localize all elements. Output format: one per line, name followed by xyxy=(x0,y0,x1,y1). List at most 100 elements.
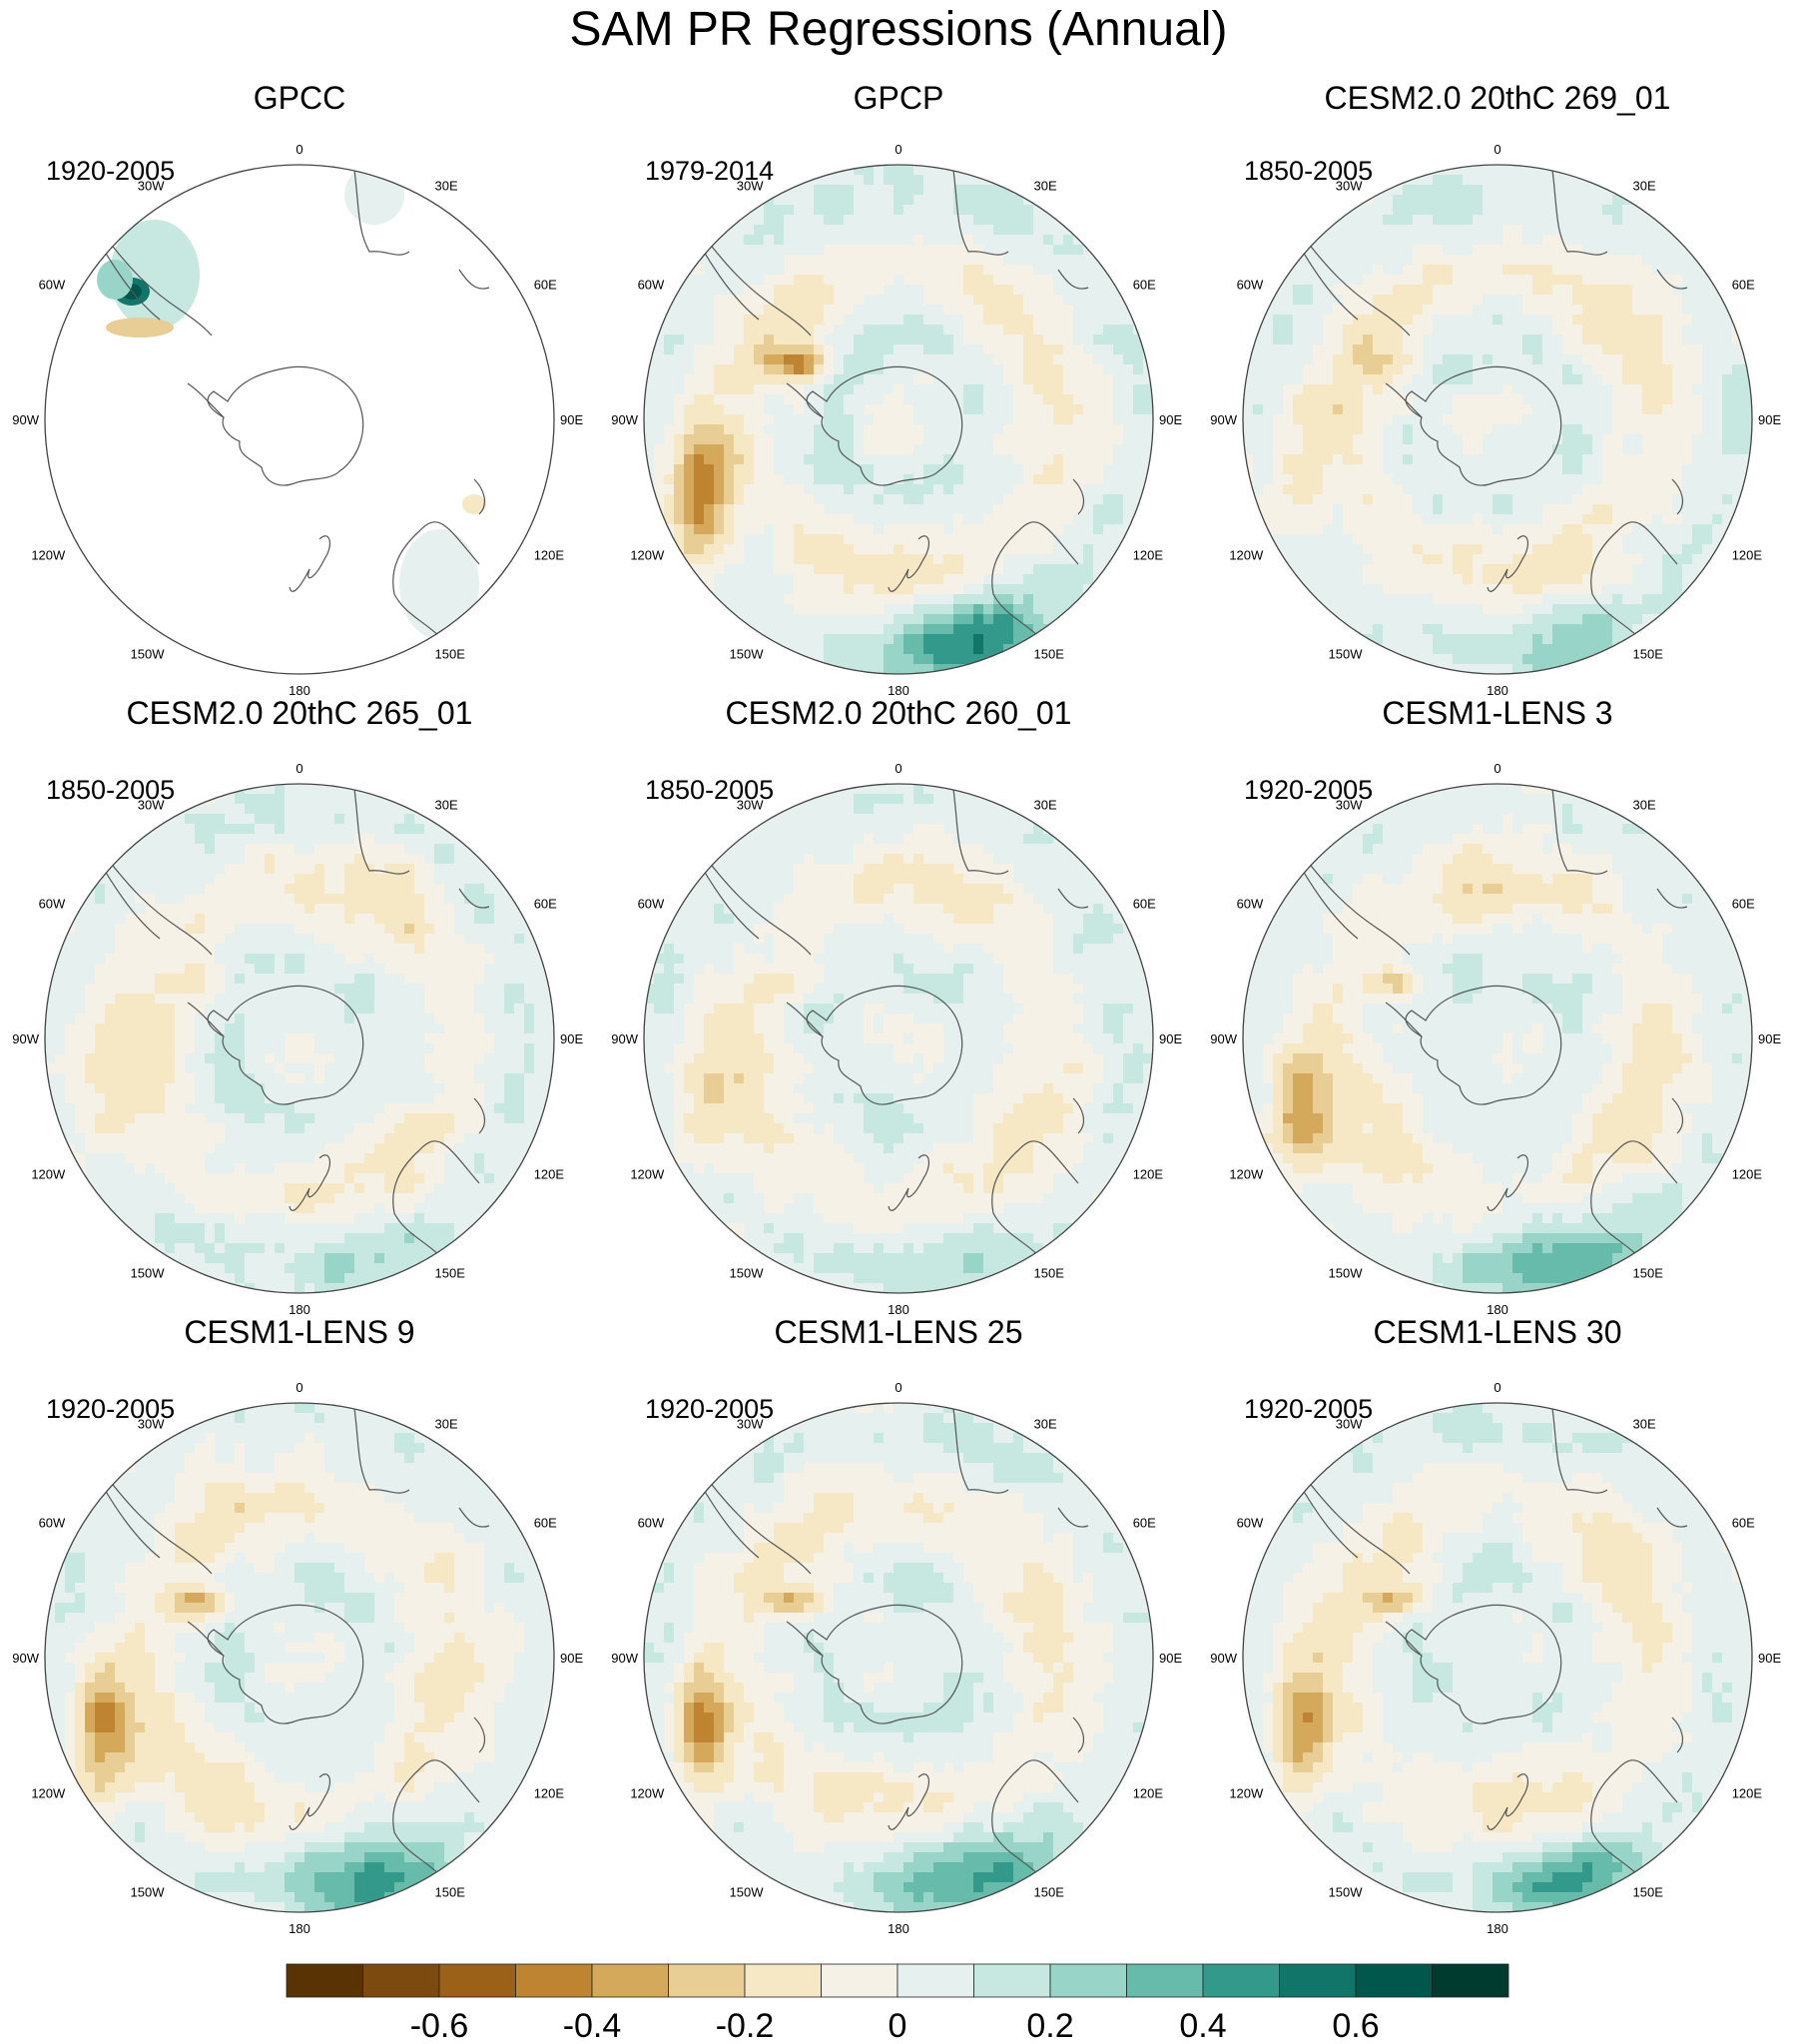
panel-period: 1979-2014 xyxy=(645,156,775,186)
longitude-label: 90E xyxy=(560,1031,583,1046)
panel-title: CESM2.0 20thC 260_01 xyxy=(725,695,1072,731)
map-panel-lens30: CESM1-LENS 30 0 30E 60E 90E 120E 150E 180 150W 12… xyxy=(1198,1238,1797,1936)
longitude-label: 60E xyxy=(1732,278,1755,293)
longitude-label: 150W xyxy=(1329,1266,1364,1281)
longitude-label: 90W xyxy=(611,412,638,427)
longitude-label: 30W xyxy=(1336,797,1363,812)
longitude-label: 0 xyxy=(296,761,302,776)
colorbar-swatch xyxy=(821,1963,898,1998)
longitude-label: 120E xyxy=(534,548,565,563)
contour-field xyxy=(45,1403,554,1912)
longitude-label: 150W xyxy=(730,1885,765,1900)
map-boundary xyxy=(643,783,1154,1294)
longitude-label: 180 xyxy=(888,683,909,698)
longitude-label: 30E xyxy=(1633,178,1656,193)
longitude-label: 30W xyxy=(1336,178,1363,193)
longitude-label: 120W xyxy=(630,1786,665,1801)
colorbar-swatch xyxy=(1432,1963,1509,1998)
panel-title: CESM2.0 20thC 265_01 xyxy=(126,695,473,731)
polar-map: 0 30E 60E 90E 120E 150E 180 150W 120W 90W 60W 30W xyxy=(12,142,583,698)
longitude-label: 0 xyxy=(895,1380,901,1395)
colorbar-swatch xyxy=(438,1963,516,1998)
polar-map: 0 30E 60E 90E 120E 150E 180 150W 120W 90W 60W 30W xyxy=(611,1380,1182,1936)
longitude-label: 150E xyxy=(1633,647,1664,662)
longitude-label: 120E xyxy=(1732,548,1763,563)
longitude-label: 0 xyxy=(296,1380,302,1395)
longitude-label: 60E xyxy=(1133,278,1156,293)
map-panel-gpcc: GPCC 0 30E 60E 90E 120E 150E 180 150W 120W 90W 60W 3… xyxy=(0,0,599,698)
longitude-label: 120E xyxy=(1732,1786,1763,1801)
colorbar-tick-label: 0.6 xyxy=(1332,2007,1379,2044)
panel-title: GPCC xyxy=(253,80,346,116)
longitude-label: 30E xyxy=(1633,797,1656,812)
map-panel-cesm2-269: CESM2.0 20thC 269_01 0 30E 60E 90E 120E 150E 18… xyxy=(1198,0,1797,698)
longitude-label: 60W xyxy=(638,278,665,293)
longitude-label: 60W xyxy=(1237,278,1264,293)
longitude-label: 60E xyxy=(534,897,557,912)
contour-field xyxy=(1243,1403,1752,1912)
longitude-label: 0 xyxy=(1494,142,1500,157)
longitude-label: 0 xyxy=(1494,761,1500,776)
polar-map: 0 30E 60E 90E 120E 150E 180 150W 120W 90W 60W 30W xyxy=(12,761,583,1317)
longitude-label: 180 xyxy=(289,1302,310,1317)
longitude-label: 90E xyxy=(560,412,583,427)
longitude-label: 60W xyxy=(39,278,66,293)
longitude-label: 60E xyxy=(1732,897,1755,912)
map-panel-lens3: CESM1-LENS 3 0 30E 60E 90E 120E 150E 180 150W 120… xyxy=(1198,619,1797,1317)
longitude-label: 120W xyxy=(630,548,665,563)
longitude-label: 30W xyxy=(737,178,764,193)
longitude-label: 60W xyxy=(1237,897,1264,912)
longitude-label: 150W xyxy=(1329,1885,1364,1900)
contour-field xyxy=(45,784,554,1293)
longitude-label: 150W xyxy=(131,1885,166,1900)
coastlines xyxy=(94,169,500,650)
map-panel-lens25: CESM1-LENS 25 0 30E 60E 90E 120E 150E 180 150W 12… xyxy=(599,1238,1198,1936)
panel-period: 1920-2005 xyxy=(46,156,176,186)
longitude-label: 120W xyxy=(31,1167,66,1182)
longitude-label: 90E xyxy=(1758,1651,1781,1666)
longitude-label: 90W xyxy=(611,1031,638,1046)
panel-period: 1850-2005 xyxy=(46,775,176,805)
panel-period: 1920-2005 xyxy=(1244,775,1374,805)
longitude-label: 180 xyxy=(289,1921,310,1936)
colorbar-swatch xyxy=(1355,1963,1433,1998)
contour-field xyxy=(644,165,1153,674)
longitude-label: 30E xyxy=(1034,1416,1057,1431)
longitude-label: 30W xyxy=(737,797,764,812)
longitude-label: 90E xyxy=(1159,1031,1182,1046)
longitude-label: 90W xyxy=(1210,1651,1237,1666)
longitude-label: 90W xyxy=(12,1031,39,1046)
longitude-label: 90E xyxy=(1758,1031,1781,1046)
longitude-label: 120W xyxy=(630,1167,665,1182)
longitude-label: 90W xyxy=(12,1651,39,1666)
longitude-label: 60W xyxy=(638,1516,665,1531)
longitude-label: 150W xyxy=(1329,647,1364,662)
map-panel-lens9: CESM1-LENS 9 0 30E 60E 90E 120E 150E 180 150W 120… xyxy=(0,1238,599,1936)
longitude-label: 120W xyxy=(31,548,66,563)
longitude-label: 60E xyxy=(534,1516,557,1531)
panel-title: CESM1-LENS 9 xyxy=(184,1314,415,1350)
colorbar-swatch xyxy=(1202,1963,1280,1998)
colorbar-swatch xyxy=(1049,1963,1127,1998)
longitude-label: 60W xyxy=(638,897,665,912)
map-boundary xyxy=(44,1402,555,1913)
panel-period: 1850-2005 xyxy=(645,775,775,805)
longitude-label: 30W xyxy=(138,1416,165,1431)
longitude-label: 150E xyxy=(1034,1885,1065,1900)
longitude-label: 90E xyxy=(560,1651,583,1666)
longitude-label: 180 xyxy=(888,1921,909,1936)
colorbar-swatch xyxy=(744,1963,822,1998)
longitude-label: 30W xyxy=(1336,1416,1363,1431)
longitude-label: 120E xyxy=(534,1786,565,1801)
map-boundary xyxy=(643,1402,1154,1913)
longitude-label: 60W xyxy=(39,897,66,912)
map-boundary xyxy=(643,164,1154,675)
longitude-label: 120E xyxy=(1133,1167,1164,1182)
map-panel-gpcp: GPCP 0 30E 60E 90E 120E 150E 180 150W 120W 90W 60W 3… xyxy=(599,0,1198,698)
colorbar-tick-label: 0 xyxy=(889,2007,907,2044)
longitude-label: 120W xyxy=(1229,548,1264,563)
map-panel-cesm2-265: CESM2.0 20thC 265_01 0 30E 60E 90E 120E 150E 18… xyxy=(0,619,599,1317)
longitude-label: 120W xyxy=(1229,1167,1264,1182)
panel-period: 1920-2005 xyxy=(645,1394,775,1424)
